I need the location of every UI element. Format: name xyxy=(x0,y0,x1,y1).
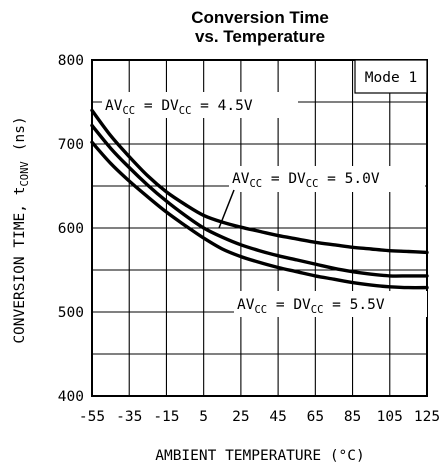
y-tick-labels: 400 500 600 700 800 xyxy=(58,53,84,405)
x-tick-label: 5 xyxy=(199,409,208,425)
x-tick-label: 125 xyxy=(414,409,440,425)
x-tick-label: -15 xyxy=(153,409,179,425)
annotation-5-5v-part: AV xyxy=(237,297,255,313)
x-tick-label: 105 xyxy=(377,409,403,425)
series-line-2 xyxy=(90,140,429,290)
annotation-5-5v-part: = DV xyxy=(267,297,311,313)
annotation-5-0v-part: = DV xyxy=(262,171,306,187)
y-axis-label: CONVERSION TIME, tCONV (ns) xyxy=(12,116,31,343)
mode-label-box xyxy=(354,59,428,94)
y-axis-label-sub: CONV xyxy=(19,161,31,187)
y-tick-label: 700 xyxy=(58,137,84,153)
x-axis-label: AMBIENT TEMPERATURE (°C) xyxy=(155,448,365,464)
annotation-5-0v-part: = 5.0V xyxy=(318,171,379,187)
x-tick-label: 45 xyxy=(269,409,286,425)
mode-label: Mode 1 xyxy=(365,70,417,86)
annotation-bg-5-5v xyxy=(234,291,427,317)
y-tick-label: 500 xyxy=(58,305,84,321)
y-axis-label-main: CONVERSION TIME, t xyxy=(12,187,28,344)
x-tick-label: 65 xyxy=(307,409,324,425)
annotation-4-5v-sub: CC xyxy=(122,105,135,117)
annotation-4-5v: AVCC = DVCC = 4.5V xyxy=(105,98,253,117)
annotation-bg-4-5v xyxy=(102,92,298,118)
annotation-4-5v-part: AV xyxy=(105,98,123,114)
series-line-0 xyxy=(90,108,429,255)
chart-subtitle: vs. Temperature xyxy=(195,27,325,46)
annotation-5-5v-sub: CC xyxy=(311,304,324,316)
chart-title: Conversion Time xyxy=(191,8,329,27)
x-tick-label: 85 xyxy=(344,409,361,425)
annotation-5-0v-leader xyxy=(218,189,235,229)
x-tick-label: -35 xyxy=(116,409,142,425)
y-tick-label: 800 xyxy=(58,53,84,69)
annotation-4-5v-part: = DV xyxy=(135,98,179,114)
annotation-5-0v-sub: CC xyxy=(249,178,262,190)
series-lines xyxy=(90,108,429,290)
y-axis-label-unit: (ns) xyxy=(12,116,28,151)
annotation-5-5v: AVCC = DVCC = 5.5V xyxy=(237,297,385,316)
annotation-5-5v-part: = 5.5V xyxy=(323,297,384,313)
annotation-5-5v-sub: CC xyxy=(254,304,267,316)
annotation-4-5v-part: = 4.5V xyxy=(191,98,252,114)
annotation-5-0v-sub: CC xyxy=(306,178,319,190)
series-annotations: AVCC = DVCC = 4.5V AVCC = DVCC = 5.0V AV… xyxy=(102,92,427,317)
x-tick-labels: -55 -35 -15 5 25 45 65 85 105 125 xyxy=(79,409,440,425)
x-tick-label: -55 xyxy=(79,409,105,425)
y-tick-label: 400 xyxy=(58,389,84,405)
annotation-5-0v-part: AV xyxy=(232,171,250,187)
annotation-4-5v-sub: CC xyxy=(179,105,192,117)
series-line-1 xyxy=(90,123,429,278)
annotation-5-0v: AVCC = DVCC = 5.0V xyxy=(232,171,380,190)
x-tick-label: 25 xyxy=(232,409,249,425)
y-tick-label: 600 xyxy=(58,221,84,237)
plot-frame xyxy=(91,59,428,397)
annotation-bg-5-0v xyxy=(229,166,425,192)
